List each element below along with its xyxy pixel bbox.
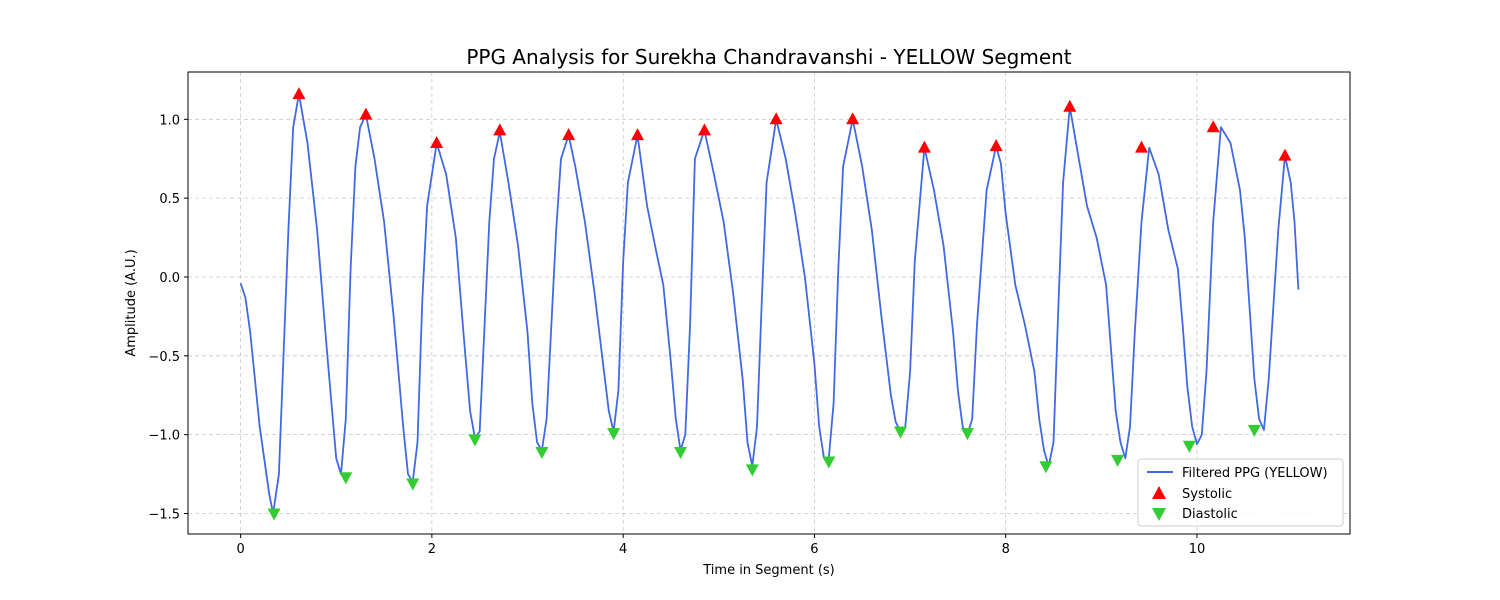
systolic-peak-marker	[1278, 148, 1292, 161]
diastolic-trough-marker	[894, 426, 908, 439]
systolic-peak-marker	[562, 128, 576, 141]
legend-systolic-marker	[1152, 486, 1166, 499]
diastolic-trough-marker	[1111, 454, 1125, 467]
diastolic-trough-marker	[267, 508, 281, 521]
diastolic-trough-marker	[1039, 461, 1053, 474]
systolic-peak-marker	[1135, 140, 1149, 153]
diastolic-trough-marker	[406, 478, 420, 491]
systolic-peak-marker	[359, 107, 373, 120]
grid	[188, 72, 1350, 534]
legend-label-systolic: Systolic	[1182, 487, 1232, 502]
y-tick-label: 0.0	[159, 271, 180, 286]
systolic-peak-marker	[493, 123, 507, 136]
systolic-peak-marker	[846, 112, 860, 125]
diastolic-trough-marker	[960, 428, 974, 441]
systolic-peak-marker	[917, 140, 931, 153]
systolic-peak-marker	[292, 87, 306, 100]
diastolic-trough-marker	[1182, 440, 1196, 453]
x-tick-label: 8	[1002, 542, 1010, 557]
legend-label-filtered: Filtered PPG (YELLOW)	[1182, 466, 1328, 481]
y-axis-title: Amplitude (A.U.)	[124, 249, 139, 356]
systolic-peak-marker	[430, 135, 444, 148]
diastolic-trough-marker	[607, 428, 621, 441]
legend-diastolic-marker	[1152, 508, 1166, 521]
systolic-peak-marker	[697, 123, 711, 136]
x-tick-label: 2	[428, 542, 436, 557]
y-tick-label: −1.5	[148, 508, 180, 523]
series-layer	[239, 87, 1300, 521]
plot-frame	[187, 71, 1351, 535]
diastolic-trough-marker	[1247, 424, 1261, 437]
axis-ticks: 0 2 4 6 8 10 −1.5 −1.0 −0.5 0.0 0.5 1.0	[148, 113, 1205, 557]
x-tick-label: 4	[619, 542, 627, 557]
legend: Filtered PPG (YELLOW) Systolic Diastolic	[1137, 458, 1344, 527]
y-tick-label: 1.0	[159, 113, 180, 128]
x-tick-label: 0	[236, 542, 244, 557]
diastolic-trough-marker	[468, 434, 482, 447]
y-tick-label: −1.0	[148, 429, 180, 444]
systolic-peak-marker	[1063, 99, 1077, 112]
systolic-peak-marker	[1206, 120, 1220, 133]
systolic-peak-marker	[769, 112, 783, 125]
x-tick-label: 10	[1189, 542, 1206, 557]
legend-box	[1137, 458, 1344, 527]
legend-label-diastolic: Diastolic	[1182, 507, 1238, 522]
y-tick-label: 0.5	[159, 192, 180, 207]
y-tick-label: −0.5	[148, 350, 180, 365]
x-axis-title: Time in Segment (s)	[702, 563, 834, 578]
systolic-peak-marker	[989, 139, 1003, 152]
systolic-peak-marker	[630, 128, 644, 141]
diastolic-trough-marker	[745, 464, 759, 477]
diastolic-trough-marker	[535, 447, 549, 460]
diastolic-trough-marker	[822, 456, 836, 469]
x-tick-label: 6	[810, 542, 818, 557]
diastolic-trough-marker	[674, 447, 688, 460]
diastolic-trough-marker	[339, 472, 353, 485]
chart-title: PPG Analysis for Surekha Chandravanshi -…	[466, 45, 1071, 69]
